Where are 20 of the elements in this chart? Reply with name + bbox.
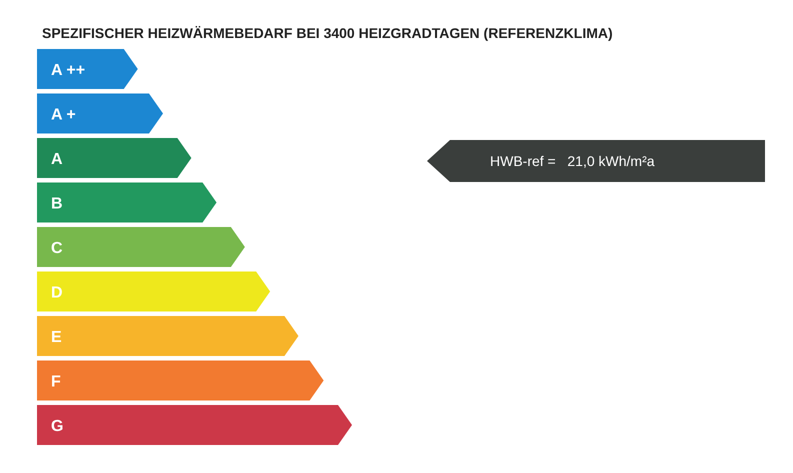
- chart-title: SPEZIFISCHER HEIZWÄRMEBEDARF BEI 3400 HEIZGRADTAGEN (REFERENZKLIMA): [42, 25, 613, 41]
- y-tick-label: D: [51, 284, 63, 302]
- bar: [37, 316, 298, 356]
- y-tick-label: A ++: [51, 62, 86, 80]
- bar: [37, 271, 270, 312]
- bar: [37, 182, 217, 223]
- bar: [37, 404, 352, 445]
- y-tick-label: B: [51, 196, 63, 213]
- y-tick-label: G: [51, 418, 64, 435]
- bar: [37, 226, 245, 268]
- bar: [37, 49, 138, 90]
- y-tick-label: A +: [51, 106, 76, 124]
- text: HWB-ref = 21,0 kWh/m²a: [490, 153, 655, 169]
- bar: [37, 93, 163, 134]
- bar: [37, 138, 192, 178]
- y-tick-label: E: [51, 328, 62, 346]
- y-tick-label: C: [51, 240, 63, 257]
- bar: [37, 360, 324, 401]
- y-tick-label: F: [51, 373, 61, 390]
- y-tick-label: A: [51, 151, 63, 168]
